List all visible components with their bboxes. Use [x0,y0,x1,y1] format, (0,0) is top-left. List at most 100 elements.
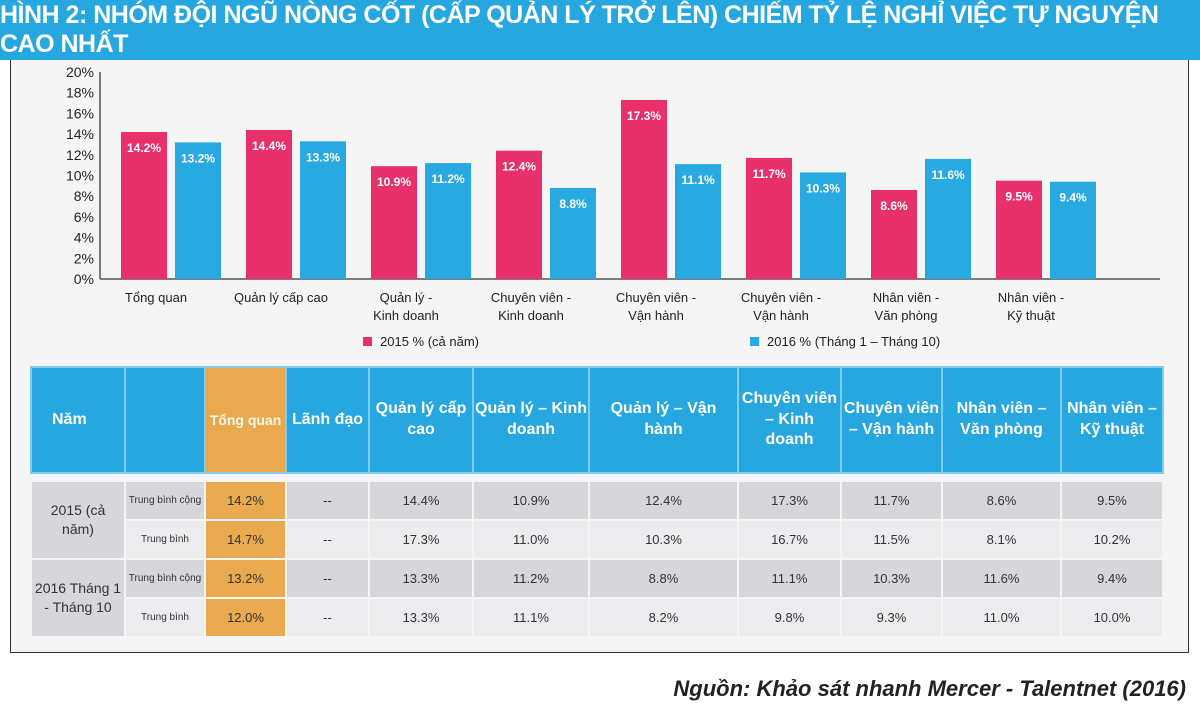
table-cell: 12.4% [588,480,739,521]
x-tick-label: Chuyên viên - [741,290,821,305]
bar-value-label: 17.3% [627,109,661,123]
bar-value-label: 9.5% [1005,190,1033,204]
table-row: Trung bình 14.7% -- 17.3% 11.0% 10.3% 16.7% 11.… [31,519,1164,560]
bar-value-label: 10.3% [806,181,840,195]
y-tick-label: 12% [66,147,94,163]
table-cell: 11.2% [472,558,590,599]
bar [996,180,1042,279]
table-cell: -- [285,480,370,521]
x-tick-label: Nhân viên - [998,290,1064,305]
legend-item-2016: 2016 % (Tháng 1 – Tháng 10) [750,334,940,349]
table-cell: 11.0% [472,519,590,560]
year-cell: 2016 Tháng 1 - Tháng 10 [30,558,126,638]
column-header: Nhân viên – Văn phòng [941,366,1062,474]
table-cell: 12.0% [204,597,287,638]
table-cell: -- [285,558,370,599]
table-cell: 17.3% [737,480,842,521]
table-row: 2015 (cả năm) Trung bình cộng 14.2% -- 14.4%… [30,480,1164,560]
table-cell: 9.3% [840,597,943,638]
table-cell: 8.2% [588,597,739,638]
table-cell: 10.0% [1060,597,1164,638]
x-tick-label: Quản lý cấp cao [234,290,328,305]
table-cell: 8.8% [588,558,739,599]
table-cell: 17.3% [368,519,474,560]
bar [371,166,417,279]
year-cell: 2015 (cả năm) [30,480,126,560]
row-label: Trung bình cộng [124,558,206,599]
table-cell: 14.7% [204,519,287,560]
bar-value-label: 13.3% [306,150,340,164]
x-tick-label: Nhân viên - [873,290,939,305]
table-cell: 11.1% [472,597,590,638]
y-tick-label: 4% [74,230,94,246]
bar-value-label: 11.6% [931,168,965,182]
bar [496,150,542,279]
legend-item-2015: 2015 % (cả năm) [363,334,479,349]
table-cell: 9.4% [1060,558,1164,599]
column-header: Quản lý – Kinh doanh [472,366,590,474]
legend-label: 2016 % (Tháng 1 – Tháng 10) [767,334,941,349]
bar-value-label: 8.8% [559,197,587,211]
row-label: Trung bình [124,597,206,638]
table-row: 2016 Tháng 1 - Tháng 10 Trung bình cộng 13… [30,558,1164,638]
legend-swatch [750,337,759,346]
table-cell: 14.4% [368,480,474,521]
table-cell: 10.3% [840,558,943,599]
column-header: Nhân viên – Kỹ thuật [1060,366,1164,474]
bar [175,142,221,279]
bar [425,163,471,279]
table-cell: -- [285,597,370,638]
column-header: Năm [30,366,126,474]
table-cell: 8.1% [941,519,1062,560]
table-cell: 10.2% [1060,519,1164,560]
x-tick-label: Văn phòng [875,308,938,323]
bar-value-label: 14.2% [127,141,161,155]
y-tick-label: 10% [66,168,94,184]
y-tick-label: 6% [74,209,94,225]
table-cell: -- [285,519,370,560]
table-cell: 11.1% [737,558,842,599]
bar-value-label: 13.2% [181,151,215,165]
table-cell: 8.6% [941,480,1062,521]
column-header: Chuyên viên – Kinh doanh [737,366,842,474]
column-header: Quản lý – Vận hành [588,366,739,474]
bar [800,172,846,279]
x-tick-label: Kinh doanh [498,308,564,323]
x-tick-label: Kỹ thuật [1007,308,1055,323]
legend-label: 2015 % (cả năm) [380,334,479,349]
figure-title: HÌNH 2: NHÓM ĐỘI NGŨ NÒNG CỐT (CẤP QUẢN … [0,0,1200,60]
bar [746,157,792,279]
table-cell: 9.5% [1060,480,1164,521]
bar [925,158,971,279]
column-header: Lãnh đạo [285,366,370,474]
table-cell: 10.3% [588,519,739,560]
table-cell: 11.7% [840,480,943,521]
data-table: Năm Tổng quan Lãnh đạo Quản lý cấp cao Quản … [30,366,1164,638]
bar [1050,181,1096,279]
x-tick-label: Chuyên viên - [491,290,571,305]
source-note: Nguồn: Khảo sát nhanh Mercer - Talentnet… [673,676,1186,701]
x-tick-label: Chuyên viên - [616,290,696,305]
bar [675,164,721,279]
table-cell: 9.8% [737,597,842,638]
bar [300,141,346,279]
table-cell: 14.2% [204,480,287,521]
row-label: Trung bình cộng [124,480,206,521]
bar [121,132,167,279]
x-tick-label: Tổng quan [125,290,187,305]
bar-value-label: 11.1% [681,173,715,187]
bar-value-label: 11.7% [752,167,786,181]
table-cell: 13.3% [368,558,474,599]
column-header [124,366,206,474]
y-tick-label: 8% [74,188,94,204]
bar [621,99,667,279]
y-tick-label: 0% [74,271,94,287]
x-tick-label: Quản lý - [380,290,433,305]
table-cell: 10.9% [472,480,590,521]
y-tick-label: 14% [66,126,94,142]
x-tick-label: Kinh doanh [373,308,439,323]
column-header: Quản lý cấp cao [368,366,474,474]
legend-swatch [363,337,372,346]
bar-chart: 0% 2% 4% 6% 8% 10% 12% 14% 16% 18% 20% 14.2% 13.2% Tổ… [66,64,1160,323]
bar-value-label: 8.6% [880,199,908,213]
